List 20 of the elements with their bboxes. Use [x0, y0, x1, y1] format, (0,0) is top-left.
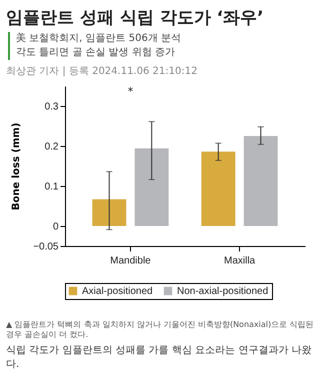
bar	[92, 199, 126, 226]
y-tick-label: 0.3	[44, 102, 59, 112]
y-tick-label: −0.05	[33, 242, 59, 252]
y-tick-label: 0.2	[44, 142, 59, 152]
text: 식립 각도가 임플란트의 성패를 가를 핵심 요소라는 연구결과가 나왔다.	[6, 344, 312, 371]
y-axis-title: Bone loss (mm)	[11, 122, 22, 210]
x-tick-label: Maxilla	[224, 256, 256, 266]
y-tick-label: 0	[52, 222, 59, 232]
text: ▲ 임플란트가 턱뼈의 축과 일치하지 않거나 기울어진 비축방향(Nonaxial)으로 식립된 경우 골손실이 더 컸다.	[6, 320, 315, 340]
chart-title: 임플란트 성패 식립 각도가 ‘좌우’	[6, 7, 265, 29]
y-tick-label: 0.1	[44, 182, 59, 192]
text: 최상관 기자 | 등록 2024.11.06 21:10:12	[6, 65, 198, 78]
x-tick-label: Mandible	[110, 256, 152, 266]
bar	[244, 136, 278, 226]
bar	[201, 152, 236, 226]
legend-label: Axial-positioned	[82, 286, 153, 297]
annotation: *	[128, 85, 134, 98]
chart-subtitle: 美 보철학회지, 임플란트 506개 분석 각도 틀리면 골 손실 발생 위험 증가	[8, 32, 316, 60]
legend-label: Non-axial-positioned	[177, 286, 268, 297]
bar	[134, 148, 169, 226]
